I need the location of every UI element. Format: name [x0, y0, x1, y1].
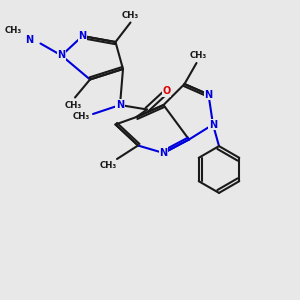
Text: N: N — [209, 119, 217, 130]
Text: N: N — [116, 100, 124, 110]
Text: N: N — [57, 50, 66, 61]
Text: O: O — [162, 86, 171, 97]
Text: N: N — [204, 89, 213, 100]
Text: CH₃: CH₃ — [99, 161, 117, 170]
Text: N: N — [78, 31, 87, 41]
Text: CH₃: CH₃ — [65, 101, 82, 110]
Text: CH₃: CH₃ — [5, 26, 22, 35]
Text: CH₃: CH₃ — [73, 112, 90, 122]
Text: N: N — [159, 148, 168, 158]
Text: CH₃: CH₃ — [122, 11, 139, 20]
Text: CH₃: CH₃ — [189, 51, 207, 60]
Text: N: N — [25, 35, 33, 45]
